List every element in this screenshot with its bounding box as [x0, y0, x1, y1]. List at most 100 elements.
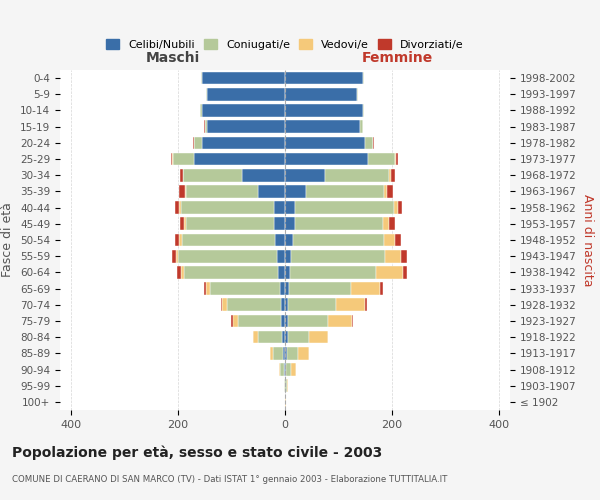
Bar [181, 266, 184, 278]
Bar [285, 363, 286, 376]
Bar [286, 363, 292, 376]
Bar [376, 266, 403, 278]
Bar [384, 185, 387, 198]
Bar [184, 266, 277, 278]
Bar [281, 314, 285, 328]
Bar [285, 185, 307, 198]
Bar [173, 152, 194, 166]
Bar [202, 104, 285, 117]
Bar [285, 88, 358, 101]
Bar [360, 120, 362, 133]
Bar [186, 218, 274, 230]
Bar [280, 282, 285, 295]
Bar [184, 218, 186, 230]
Bar [295, 218, 383, 230]
Bar [242, 169, 285, 181]
Bar [221, 298, 222, 311]
Bar [391, 169, 395, 181]
Bar [183, 169, 242, 181]
Bar [203, 282, 206, 295]
Text: Femmine: Femmine [362, 51, 433, 65]
Bar [287, 331, 309, 344]
Bar [362, 104, 364, 117]
Bar [175, 234, 179, 246]
Bar [274, 202, 285, 214]
Bar [285, 331, 287, 344]
Bar [292, 250, 385, 262]
Bar [398, 202, 403, 214]
Text: COMUNE DI CAERANO DI SAN MARCO (TV) - Dati ISTAT 1° gennaio 2003 - Elaborazione : COMUNE DI CAERANO DI SAN MARCO (TV) - Da… [12, 475, 448, 484]
Bar [325, 169, 389, 181]
Bar [232, 314, 233, 328]
Bar [285, 380, 287, 392]
Bar [287, 314, 328, 328]
Bar [277, 266, 285, 278]
Bar [206, 88, 208, 101]
Bar [274, 218, 285, 230]
Bar [309, 331, 328, 344]
Bar [175, 202, 179, 214]
Bar [200, 104, 202, 117]
Bar [298, 347, 309, 360]
Bar [290, 266, 376, 278]
Text: Anni di nascita: Anni di nascita [581, 194, 594, 286]
Bar [285, 298, 287, 311]
Bar [205, 120, 208, 133]
Bar [289, 282, 351, 295]
Bar [194, 152, 285, 166]
Bar [253, 331, 258, 344]
Bar [328, 314, 352, 328]
Bar [352, 314, 353, 328]
Bar [275, 234, 285, 246]
Bar [284, 363, 285, 376]
Bar [394, 202, 398, 214]
Bar [285, 250, 292, 262]
Text: Popolazione per età, sesso e stato civile - 2003: Popolazione per età, sesso e stato civil… [12, 445, 382, 460]
Bar [285, 72, 362, 85]
Bar [185, 185, 186, 198]
Bar [176, 250, 178, 262]
Bar [180, 218, 184, 230]
Bar [395, 152, 396, 166]
Bar [396, 152, 398, 166]
Bar [227, 298, 281, 311]
Bar [201, 72, 202, 85]
Bar [202, 72, 285, 85]
Bar [285, 136, 365, 149]
Bar [179, 202, 181, 214]
Bar [178, 266, 181, 278]
Bar [208, 120, 285, 133]
Bar [285, 282, 289, 295]
Bar [395, 234, 401, 246]
Bar [182, 234, 275, 246]
Y-axis label: Fasce di età: Fasce di età [1, 202, 14, 278]
Bar [365, 136, 373, 149]
Text: Maschi: Maschi [145, 51, 200, 65]
Bar [179, 234, 182, 246]
Bar [172, 250, 176, 262]
Bar [295, 202, 394, 214]
Bar [180, 169, 182, 181]
Bar [272, 347, 283, 360]
Bar [222, 298, 227, 311]
Bar [362, 72, 364, 85]
Bar [380, 282, 383, 295]
Bar [285, 218, 295, 230]
Bar [293, 234, 384, 246]
Bar [368, 152, 395, 166]
Bar [351, 282, 380, 295]
Bar [210, 282, 280, 295]
Bar [385, 250, 401, 262]
Bar [307, 185, 384, 198]
Bar [280, 363, 284, 376]
Bar [292, 363, 296, 376]
Bar [281, 298, 285, 311]
Bar [287, 298, 336, 311]
Bar [384, 234, 395, 246]
Bar [284, 380, 285, 392]
Bar [206, 282, 210, 295]
Bar [387, 185, 393, 198]
Bar [285, 104, 362, 117]
Bar [285, 202, 295, 214]
Bar [336, 298, 365, 311]
